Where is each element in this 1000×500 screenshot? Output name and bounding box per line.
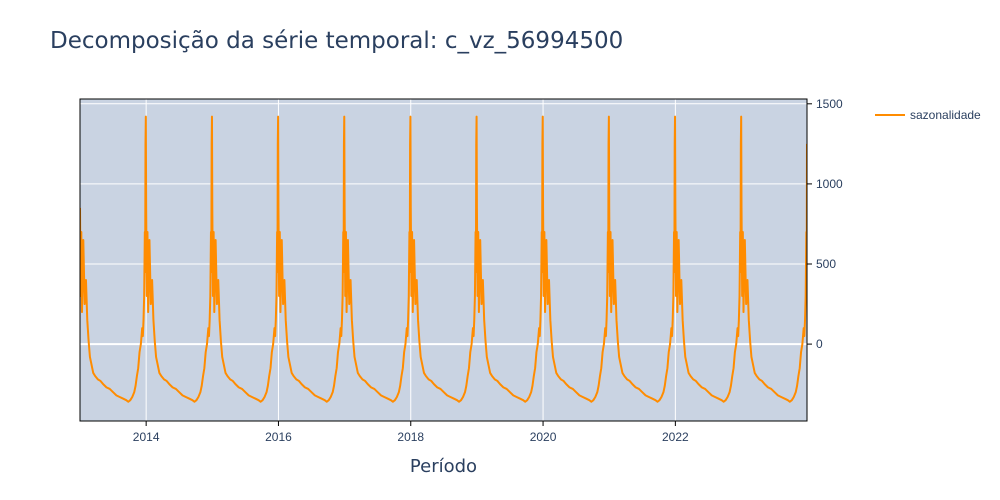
y-tick-label: 1500 — [816, 97, 843, 111]
x-tick-label: 2018 — [397, 430, 424, 444]
y-tick-label: 0 — [816, 337, 823, 351]
chart-title: Decomposição da série temporal: c_vz_569… — [50, 28, 624, 54]
y-tick-label: 500 — [816, 257, 836, 271]
legend[interactable]: sazonalidade — [875, 108, 981, 122]
x-tick-label: 2016 — [265, 430, 292, 444]
series-line-sazonalidade[interactable] — [80, 115, 807, 403]
x-axis-title: Período — [410, 456, 477, 477]
x-tick-label: 2014 — [133, 430, 160, 444]
y-tick-label: 1000 — [816, 177, 843, 191]
series-group — [80, 115, 807, 403]
plot-frame — [79, 98, 808, 422]
legend-label-sazonalidade: sazonalidade — [910, 108, 981, 122]
x-axis: 2014 2016 2018 2020 2022 — [133, 421, 689, 444]
x-tick-label: 2022 — [662, 430, 689, 444]
y-axis: 1500 1000 500 0 — [807, 97, 843, 351]
x-tick-label: 2020 — [530, 430, 557, 444]
plot-area[interactable] — [80, 99, 807, 421]
